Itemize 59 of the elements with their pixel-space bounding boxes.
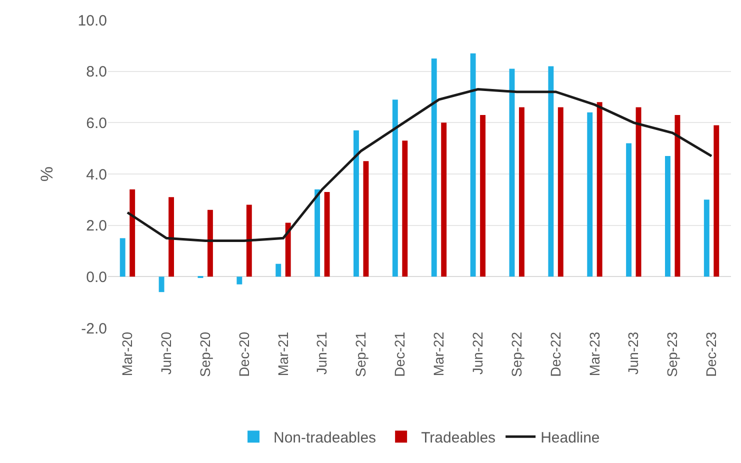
x-tick-label: Dec-22 <box>547 332 564 377</box>
x-tick-label: Jun-23 <box>625 332 642 375</box>
y-tick-label: 2.0 <box>86 218 107 235</box>
bar <box>587 112 593 277</box>
y-tick-label: 10.0 <box>78 12 107 30</box>
y-tick-label: 0.0 <box>86 268 107 286</box>
bar <box>704 200 710 277</box>
bar <box>120 238 126 277</box>
y-tick-label: -2.0 <box>81 320 107 338</box>
bar <box>441 122 447 277</box>
bar <box>246 204 252 277</box>
bar <box>158 276 164 292</box>
x-tick-label: Jun-22 <box>469 332 486 375</box>
y-tick-label: 4.0 <box>86 166 107 184</box>
bar <box>626 143 632 277</box>
bar <box>548 66 554 277</box>
bar <box>431 58 437 277</box>
bar <box>509 68 515 277</box>
x-tick-label: Mar-23 <box>586 332 602 376</box>
x-tick-label: Dec-23 <box>703 332 720 377</box>
bar <box>714 125 720 277</box>
x-tick-label: Mar-22 <box>430 332 447 376</box>
legend-label: Headline <box>540 430 600 446</box>
x-tick-label: Sep-20 <box>196 332 213 377</box>
bar <box>324 192 330 277</box>
x-tick-label: Dec-21 <box>392 332 408 377</box>
bar <box>480 114 486 277</box>
bar <box>402 140 408 277</box>
x-tick-label: Sep-21 <box>352 332 369 377</box>
y-axis-title: % <box>37 166 56 182</box>
bar <box>674 114 680 277</box>
bar <box>207 210 213 277</box>
x-tick-label: Sep-22 <box>508 332 524 377</box>
bar <box>518 107 524 277</box>
bar <box>558 107 564 277</box>
bar <box>314 189 320 277</box>
bar <box>470 53 476 277</box>
legend-label: Tradeables <box>421 430 496 446</box>
bar <box>392 100 398 277</box>
x-tick-label: Jun-21 <box>314 332 330 375</box>
y-tick-label: 8.0 <box>86 64 107 81</box>
x-tick-label: Mar-21 <box>274 332 291 376</box>
line-series <box>126 88 713 242</box>
y-tick-label: 6.0 <box>86 114 107 132</box>
bar <box>168 197 174 277</box>
bar <box>354 130 359 277</box>
x-tick-label: Jun-20 <box>158 332 174 375</box>
bar <box>363 161 369 277</box>
bar <box>636 107 642 277</box>
bar <box>236 276 242 284</box>
x-tick-label: Mar-20 <box>119 332 136 376</box>
x-tick-label: Sep-23 <box>664 332 680 377</box>
bar <box>130 189 136 277</box>
bar <box>665 156 670 277</box>
x-tick-label: Dec-20 <box>236 332 252 377</box>
bar <box>285 222 291 277</box>
bar <box>596 102 602 277</box>
legend-label: Non-tradeables <box>274 430 376 446</box>
bar <box>276 264 282 277</box>
